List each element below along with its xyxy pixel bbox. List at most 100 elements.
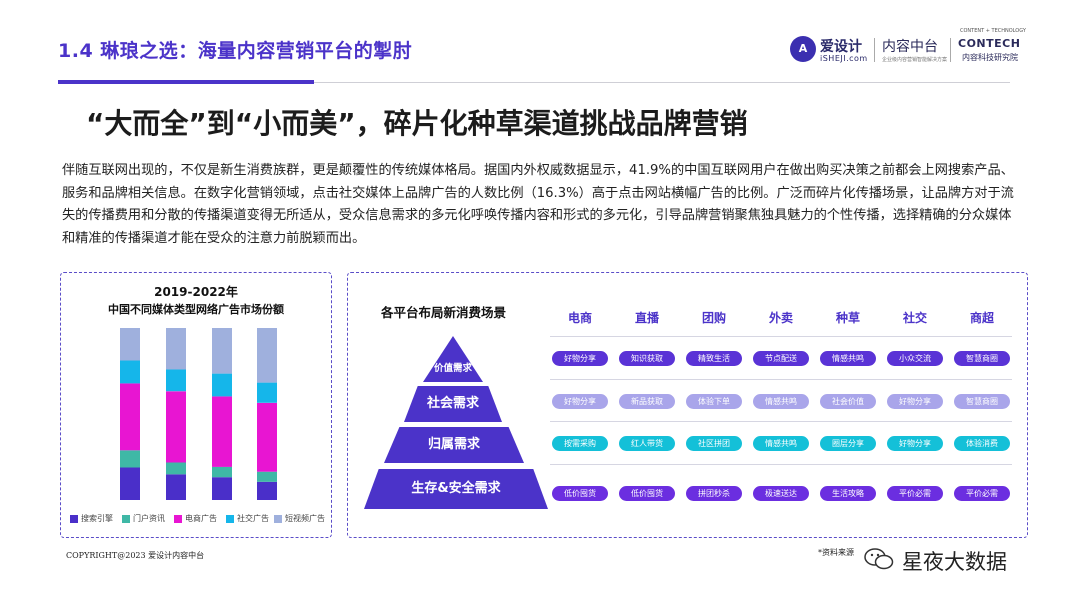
legend-label: 电商广告 xyxy=(185,514,217,523)
scene-tag: 社会价值 xyxy=(820,394,876,409)
scene-tag: 生活攻略 xyxy=(820,486,876,501)
legend-item: 门户资讯 xyxy=(122,512,165,526)
chart-panel xyxy=(60,272,332,538)
scenes-panel xyxy=(347,272,1028,538)
column-header: 商超 xyxy=(969,311,994,325)
scene-tag: 好物分享 xyxy=(887,394,943,409)
legend-swatch xyxy=(226,514,234,523)
bar-segment-3 xyxy=(257,402,277,472)
bar-segment-1 xyxy=(212,477,232,500)
pyramid-level-belonging: 归属需求 xyxy=(384,427,524,463)
scene-tag: 情感共鸣 xyxy=(820,351,876,366)
aisheji-logo-icon: A xyxy=(790,36,816,62)
scene-tag: 低价囤货 xyxy=(552,486,608,501)
wechat-watermark: 星夜大数据 xyxy=(864,544,1054,574)
legend-label: 门户资讯 xyxy=(133,514,165,523)
bar-segment-5 xyxy=(120,328,140,361)
title-underline xyxy=(58,80,314,84)
bar-segment-5 xyxy=(212,328,232,374)
bar-segment-1 xyxy=(257,481,277,500)
contech-tagline: CONTENT + TECHNOLOGY xyxy=(960,28,1026,34)
row-divider xyxy=(550,464,1012,465)
section-title: 1.4 琳琅之选：海量内容营销平台的掣肘 xyxy=(58,40,413,62)
legend-item: 电商广告 xyxy=(174,512,217,526)
legend-swatch xyxy=(122,514,130,523)
scene-tag: 按需采购 xyxy=(552,436,608,451)
legend-swatch xyxy=(274,514,282,523)
column-header: 电商 xyxy=(567,311,592,325)
column-header: 种草 xyxy=(835,311,860,325)
aisheji-logo-en: iSHEJI.com xyxy=(820,54,868,63)
bar-segment-1 xyxy=(166,474,186,500)
bar-segment-1 xyxy=(120,467,140,500)
row-divider xyxy=(550,379,1012,380)
column-header: 直播 xyxy=(634,311,659,325)
neirong-zhongtai-logo: 内容中台 企业级内容营销智能解决方案 xyxy=(882,34,952,68)
scene-tag: 低价囤货 xyxy=(619,486,675,501)
column-header: 社交 xyxy=(902,311,927,325)
bar-segment-4 xyxy=(212,373,232,397)
legend-label: 短视频广告 xyxy=(285,514,325,523)
contech-logo: CONTENT + TECHNOLOGY CONTECH 内容科技研究院 xyxy=(956,28,1026,68)
aisheji-logo-cn: 爱设计 xyxy=(820,39,862,55)
legend-item: 短视频广告 xyxy=(274,512,325,526)
scene-tag: 平价必需 xyxy=(954,486,1010,501)
chart-years: 2019-2022年 xyxy=(154,285,238,299)
stacked-bar-chart xyxy=(120,328,277,500)
scene-tag: 体验消费 xyxy=(954,436,1010,451)
scene-tag: 知识获取 xyxy=(619,351,675,366)
copyright: COPYRIGHT@2023 爱设计内容中台 xyxy=(66,551,205,560)
scene-tag: 新品获取 xyxy=(619,394,675,409)
contech-cn: 内容科技研究院 xyxy=(962,53,1018,62)
bar-segment-2 xyxy=(120,450,140,468)
scene-tag: 精致生活 xyxy=(686,351,742,366)
bar-segment-4 xyxy=(120,360,140,384)
column-header: 外卖 xyxy=(768,311,793,325)
legend-item: 搜索引擎 xyxy=(70,512,113,526)
contech-wordmark: CONTECH xyxy=(958,37,1021,50)
bar-segment-5 xyxy=(257,328,277,383)
row-divider xyxy=(550,421,1012,422)
bar-segment-2 xyxy=(166,462,186,475)
legend-label: 搜索引擎 xyxy=(81,514,113,523)
aisheji-logo: A 爱设计 iSHEJI.com xyxy=(790,34,870,68)
pyramid-label: 价值需求 xyxy=(433,363,472,374)
legend-swatch xyxy=(70,514,78,523)
pyramid-level-social: 社会需求 xyxy=(404,386,502,422)
bar-segment-4 xyxy=(166,369,186,392)
legend-label: 社交广告 xyxy=(237,514,269,523)
scene-tag: 圈层分享 xyxy=(820,436,876,451)
neirong-zhongtai-text: 内容中台 xyxy=(882,39,938,55)
logo-divider xyxy=(874,38,875,62)
column-header: 团购 xyxy=(701,311,726,325)
bar-segment-3 xyxy=(120,383,140,451)
header-divider xyxy=(314,82,1010,83)
scene-tag: 节点配送 xyxy=(753,351,809,366)
chart-legend: 搜索引擎 门户资讯 电商广告 社交广告 短视频广告 xyxy=(70,512,332,528)
logo-divider xyxy=(950,38,951,62)
legend-item: 社交广告 xyxy=(226,512,269,526)
scene-tag: 智慧商圈 xyxy=(954,351,1010,366)
bar-segment-3 xyxy=(166,391,186,463)
scene-tag: 好物分享 xyxy=(552,394,608,409)
scene-tag: 红人带货 xyxy=(619,436,675,451)
scenes-title: 各平台布局新消费场景 xyxy=(381,305,507,320)
scene-tag: 情感共鸣 xyxy=(753,394,809,409)
scene-tag: 好物分享 xyxy=(552,351,608,366)
scene-tag: 拼团秒杀 xyxy=(686,486,742,501)
main-heading: “大而全”到“小而美”，碎片化种草渠道挑战品牌营销 xyxy=(86,107,748,140)
bar-segment-2 xyxy=(257,471,277,482)
scene-tag: 智慧商圈 xyxy=(954,394,1010,409)
scene-tag: 好物分享 xyxy=(887,436,943,451)
legend-swatch xyxy=(174,514,182,523)
wechat-icon xyxy=(864,548,894,570)
scene-tag: 极速送达 xyxy=(753,486,809,501)
watermark-text: 星夜大数据 xyxy=(902,550,1007,574)
bar-segment-4 xyxy=(257,382,277,403)
bar-segment-2 xyxy=(212,466,232,478)
scene-tag: 体验下单 xyxy=(686,394,742,409)
scene-tag: 平价必需 xyxy=(887,486,943,501)
source-note: *资料来源 xyxy=(818,548,854,557)
scene-tag: 情感共鸣 xyxy=(753,436,809,451)
neirong-zhongtai-subtitle: 企业级内容营销智能解决方案 xyxy=(882,57,948,63)
